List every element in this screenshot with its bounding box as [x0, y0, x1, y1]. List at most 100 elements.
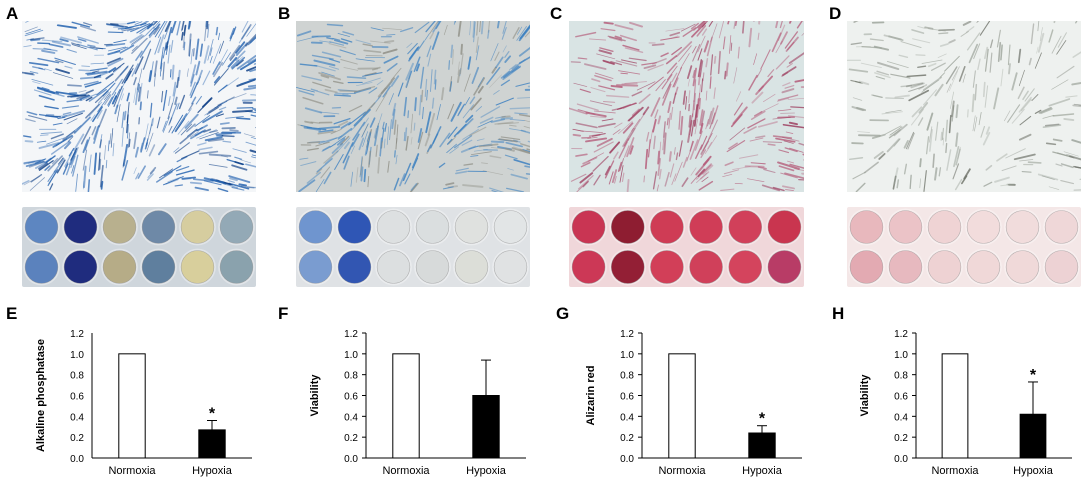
- y-axis-label: Viability: [309, 374, 321, 417]
- well-plate-c: [569, 207, 804, 287]
- well-plate-a: [22, 207, 256, 287]
- panel-label-a: A: [6, 4, 19, 23]
- bar-hypoxia: [1019, 413, 1047, 459]
- well-d-2-3: [927, 250, 962, 284]
- bar-hypoxia: [748, 432, 776, 459]
- y-tick-label: 0.2: [70, 433, 84, 444]
- y-tick-label: 1.0: [344, 350, 358, 361]
- well-a-2-4: [141, 250, 176, 284]
- x-category-label: Normoxia: [108, 465, 156, 477]
- significance-marker: *: [209, 406, 216, 423]
- y-tick-label: 0.6: [70, 392, 84, 403]
- micrograph-c: [569, 21, 804, 192]
- panel-label-f: F: [278, 304, 289, 323]
- y-tick-label: 0.2: [344, 433, 358, 444]
- y-tick-label: 1.0: [894, 350, 908, 361]
- y-tick-label: 0.0: [344, 454, 358, 465]
- well-d-2-6: [1044, 250, 1079, 284]
- well-c-1-2: [610, 210, 645, 244]
- bar-normoxia: [392, 353, 420, 459]
- micrograph-a: [22, 21, 256, 192]
- well-plate-b: [296, 207, 530, 287]
- well-c-1-4: [689, 210, 723, 244]
- well-a-2-6: [219, 250, 254, 284]
- well-d-2-4: [966, 250, 1001, 284]
- well-b-1-4: [415, 210, 450, 244]
- chart-g: Alizarin red 0.0 0.2 0.4 0.6 0.8 1.0 1.2 Normoxi…: [585, 329, 802, 477]
- y-tick-label: 0.8: [70, 371, 84, 382]
- micrograph-d: [847, 21, 1081, 192]
- well-b-1-2: [337, 210, 372, 244]
- well-a-1-6: [219, 210, 254, 244]
- well-d-1-3: [927, 210, 962, 244]
- chart-f: Viability 0.0 0.2 0.4 0.6 0.8 1.0 1.2 Normoxia Hy…: [309, 329, 526, 477]
- well-d-1-4: [966, 210, 1001, 244]
- y-tick-label: 1.2: [344, 329, 358, 340]
- y-tick-label: 0.6: [344, 392, 358, 403]
- y-tick-label: 0.4: [620, 412, 634, 423]
- well-c-1-6: [767, 210, 802, 244]
- well-a-2-2: [63, 250, 98, 284]
- well-plate-d: [847, 207, 1081, 287]
- y-axis-label: Viability: [859, 374, 871, 417]
- x-category-label: Hypoxia: [742, 465, 783, 477]
- well-c-1-1: [571, 210, 606, 244]
- x-category-label: Normoxia: [931, 465, 979, 477]
- x-category-label: Hypoxia: [1013, 465, 1054, 477]
- y-tick-label: 0.0: [894, 454, 908, 465]
- bar-hypoxia: [198, 429, 226, 459]
- well-b-1-1: [298, 210, 333, 244]
- well-a-2-5: [180, 250, 215, 284]
- well-a-1-1: [24, 210, 59, 244]
- well-c-1-3: [650, 210, 684, 244]
- well-d-1-2: [888, 210, 923, 244]
- well-b-1-3: [376, 210, 411, 244]
- well-b-1-6: [493, 210, 528, 244]
- y-tick-label: 0.6: [894, 392, 908, 403]
- well-a-2-1: [24, 250, 59, 284]
- panel-label-g: G: [556, 304, 570, 323]
- panel-label-h: H: [832, 304, 845, 323]
- well-b-1-5: [454, 210, 489, 244]
- significance-marker: *: [759, 411, 766, 428]
- well-b-2-4: [415, 250, 450, 284]
- bar-normoxia: [941, 353, 969, 459]
- well-b-2-3: [376, 250, 411, 284]
- well-d-1-6: [1044, 210, 1079, 244]
- y-tick-label: 1.2: [894, 329, 908, 340]
- y-axis-label: Alizarin red: [585, 366, 597, 426]
- well-c-2-1: [571, 250, 606, 284]
- well-a-1-2: [63, 210, 98, 244]
- bar-normoxia: [118, 353, 146, 459]
- x-category-label: Normoxia: [658, 465, 706, 477]
- y-tick-label: 1.2: [620, 329, 634, 340]
- chart-e: Alkaline phosphatase 0.0 0.2 0.4 0.6 0.8 1.0 1.…: [35, 329, 252, 477]
- y-tick-label: 0.0: [70, 454, 84, 465]
- well-c-2-3: [650, 250, 684, 284]
- well-c-2-6: [767, 250, 802, 284]
- well-c-2-5: [728, 250, 763, 284]
- well-b-2-6: [493, 250, 528, 284]
- significance-marker: *: [1030, 367, 1037, 384]
- bar-normoxia: [668, 353, 696, 459]
- well-a-2-3: [102, 250, 137, 284]
- well-a-1-4: [141, 210, 176, 244]
- y-tick-label: 0.2: [620, 433, 634, 444]
- y-tick-label: 0.4: [344, 412, 358, 423]
- well-b-2-2: [337, 250, 372, 284]
- micrograph-b: [296, 21, 530, 192]
- y-tick-label: 0.8: [894, 371, 908, 382]
- well-d-1-1: [849, 210, 884, 244]
- well-b-2-1: [298, 250, 333, 284]
- y-tick-label: 0.8: [344, 371, 358, 382]
- panel-label-c: C: [550, 4, 563, 23]
- y-tick-label: 1.0: [620, 350, 634, 361]
- well-c-2-4: [689, 250, 723, 284]
- x-category-label: Hypoxia: [466, 465, 507, 477]
- well-d-2-2: [888, 250, 923, 284]
- y-tick-label: 1.0: [70, 350, 84, 361]
- well-a-1-5: [180, 210, 215, 244]
- y-tick-label: 0.2: [894, 433, 908, 444]
- well-c-1-5: [728, 210, 763, 244]
- y-tick-label: 1.2: [70, 329, 84, 340]
